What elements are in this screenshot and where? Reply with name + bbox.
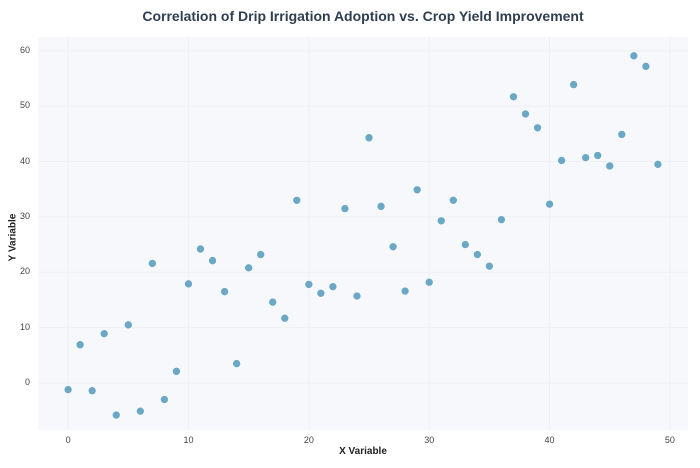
y-axis-label: Y Variable bbox=[7, 213, 19, 262]
data-point bbox=[304, 280, 314, 289]
data-point bbox=[316, 288, 326, 298]
data-point bbox=[328, 282, 338, 291]
data-point bbox=[75, 340, 85, 350]
y-tick-label: 10 bbox=[19, 321, 30, 332]
data-point bbox=[352, 291, 362, 301]
data-point bbox=[111, 410, 121, 420]
data-point bbox=[99, 329, 109, 338]
x-axis-label: X Variable bbox=[339, 446, 387, 457]
data-point bbox=[123, 320, 133, 330]
data-point bbox=[521, 109, 530, 119]
data-point bbox=[232, 359, 241, 368]
data-point bbox=[280, 313, 290, 323]
data-point bbox=[424, 277, 434, 287]
data-point bbox=[63, 385, 73, 394]
data-point bbox=[581, 153, 590, 162]
y-tick-label: 0 bbox=[24, 376, 30, 387]
data-point bbox=[436, 216, 446, 226]
data-point bbox=[148, 259, 157, 268]
data-point bbox=[533, 123, 542, 133]
data-point bbox=[545, 199, 554, 209]
data-point bbox=[196, 244, 205, 254]
data-point bbox=[244, 263, 253, 273]
data-point bbox=[557, 156, 566, 165]
y-tick-label: 30 bbox=[19, 210, 30, 221]
data-point bbox=[340, 204, 350, 213]
x-tick-label: 50 bbox=[664, 435, 675, 445]
data-point bbox=[400, 286, 410, 296]
scatter-plot bbox=[38, 37, 688, 430]
data-point bbox=[641, 62, 651, 71]
plot-area bbox=[38, 37, 688, 430]
data-point bbox=[208, 256, 217, 265]
data-point bbox=[184, 279, 193, 289]
data-point bbox=[629, 51, 639, 61]
chart-title: Correlation of Drip Irrigation Adoption … bbox=[142, 8, 584, 24]
data-point bbox=[160, 395, 169, 404]
y-tick-label: 20 bbox=[19, 266, 30, 277]
x-tick-label: 0 bbox=[65, 435, 71, 445]
data-point bbox=[268, 297, 278, 307]
data-point bbox=[485, 261, 494, 271]
y-tick-label: 60 bbox=[19, 44, 30, 55]
y-tick-label: 40 bbox=[19, 155, 30, 166]
x-tick-label: 20 bbox=[303, 435, 314, 445]
data-point bbox=[292, 195, 302, 205]
data-point bbox=[448, 195, 458, 205]
data-point bbox=[376, 202, 386, 211]
x-tick-label: 30 bbox=[424, 435, 435, 445]
data-point bbox=[364, 133, 374, 143]
y-tick-label: 50 bbox=[19, 100, 30, 111]
data-point bbox=[605, 161, 615, 171]
data-point bbox=[136, 406, 145, 416]
data-point bbox=[461, 240, 470, 249]
data-point bbox=[653, 160, 663, 169]
data-point bbox=[388, 242, 398, 252]
data-point bbox=[569, 80, 578, 89]
x-tick-label: 40 bbox=[544, 435, 555, 445]
data-point bbox=[617, 130, 627, 139]
data-point bbox=[473, 250, 482, 259]
data-point bbox=[172, 367, 181, 376]
data-point bbox=[256, 250, 265, 259]
data-point bbox=[412, 185, 422, 195]
data-point bbox=[497, 215, 506, 224]
data-point bbox=[593, 151, 603, 160]
data-point bbox=[509, 92, 518, 102]
x-tick-label: 10 bbox=[183, 435, 194, 445]
data-point bbox=[220, 287, 229, 296]
data-point bbox=[87, 386, 97, 396]
